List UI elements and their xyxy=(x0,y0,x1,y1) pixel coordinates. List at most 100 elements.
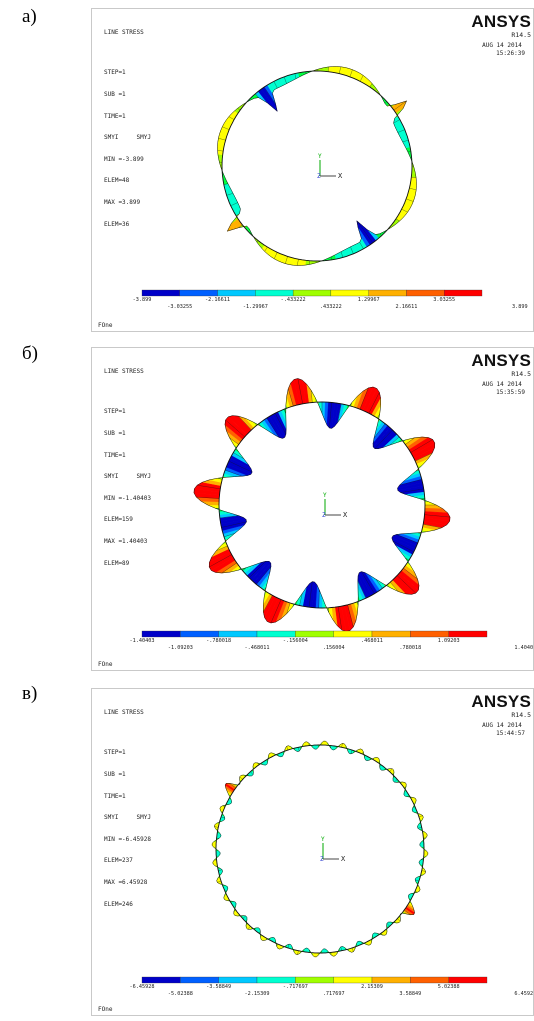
header-line: ELEM=246 xyxy=(104,900,133,908)
legend-tick-bottom: -1.09203 xyxy=(167,645,193,651)
y-axis-label: Y xyxy=(321,836,325,843)
date-text: AUG 14 2014 xyxy=(482,722,522,729)
header-line: MIN =-1.40403 xyxy=(104,494,151,502)
legend-tick-top: -2.16611 xyxy=(205,297,231,303)
segment-divider xyxy=(357,581,366,599)
segment-divider xyxy=(257,762,259,765)
segment-divider xyxy=(381,933,383,936)
segment-divider xyxy=(350,402,352,407)
legend-tick-top: -3.58849 xyxy=(206,984,232,990)
legend-tick-top: -1.40403 xyxy=(129,638,155,644)
segment-divider xyxy=(226,193,234,196)
version-label: R14.5 xyxy=(511,370,531,378)
header-line: LINE STRESS xyxy=(104,29,144,37)
legend-swatch xyxy=(371,976,411,984)
segment-divider xyxy=(390,582,399,592)
timestamp: AUG 14 2014 15:35:59 xyxy=(482,381,525,396)
header-line: STEP=1 xyxy=(104,69,126,77)
segment-divider xyxy=(397,129,405,133)
legend-swatch xyxy=(448,976,488,984)
segment-divider xyxy=(389,436,400,446)
x-axis-label: X xyxy=(338,172,343,180)
segment-divider xyxy=(249,231,252,234)
segment-divider xyxy=(396,575,416,594)
segment-divider xyxy=(389,227,391,229)
segment-divider xyxy=(328,66,329,72)
stress-diagram-c: Y X Z xyxy=(141,740,488,984)
legend-swatch xyxy=(256,976,296,984)
segment-divider xyxy=(197,485,221,490)
legend-tick-bottom: -3.03255 xyxy=(167,304,193,310)
segment-divider xyxy=(263,595,273,612)
segment-divider xyxy=(218,138,226,141)
segment-divider xyxy=(379,233,382,236)
segment-divider xyxy=(216,545,228,551)
segment-divider xyxy=(221,521,247,528)
legend-tick-top: 3.03255 xyxy=(433,297,456,303)
segment-divider xyxy=(233,910,236,912)
legend-swatch xyxy=(292,289,332,297)
legend-swatch xyxy=(371,630,411,638)
legend-tick-top: 1.29967 xyxy=(357,297,380,303)
segment-divider xyxy=(378,92,380,94)
legend-swatch xyxy=(444,289,483,297)
legend-tick-top: -.780018 xyxy=(206,638,232,644)
segment-divider xyxy=(329,402,332,428)
segment-divider xyxy=(218,869,223,871)
segment-divider xyxy=(399,479,422,486)
segment-divider xyxy=(242,567,247,571)
segment-divider xyxy=(396,534,418,544)
legend-tick-top: .468011 xyxy=(361,638,383,644)
header-line: SUB =1 xyxy=(104,430,126,437)
segment-divider xyxy=(404,910,411,915)
legend-tick-top: 1.09203 xyxy=(437,638,460,644)
legend-swatch xyxy=(180,976,219,984)
stress-envelope xyxy=(217,66,417,266)
panel-label-a: а) xyxy=(22,6,37,27)
segment-divider xyxy=(298,747,300,752)
segment-divider xyxy=(359,75,364,82)
segment-divider xyxy=(369,83,373,88)
segment-divider xyxy=(374,429,393,449)
segment-divider xyxy=(238,416,252,431)
segment-divider xyxy=(223,533,235,537)
segment-divider xyxy=(233,452,245,459)
panel-label-b: б) xyxy=(22,343,38,364)
segment-divider xyxy=(263,587,267,591)
segment-divider xyxy=(287,944,290,948)
axis-triad: Y X Z xyxy=(317,153,343,180)
segment-divider xyxy=(221,816,225,819)
segment-divider xyxy=(331,256,333,260)
legend-tick-bottom: -.468011 xyxy=(244,645,270,651)
segment-divider xyxy=(339,66,341,74)
segment-divider xyxy=(273,81,278,89)
segment-divider xyxy=(299,593,303,606)
legend-swatch xyxy=(141,630,181,638)
panel-label-c: в) xyxy=(22,683,38,704)
header-line: TIME=1 xyxy=(104,792,126,800)
color-legend-bar xyxy=(141,289,483,297)
segment-divider xyxy=(393,119,400,124)
legend-tick-top: 5.02388 xyxy=(437,984,460,990)
segment-divider xyxy=(294,73,297,79)
footer-label: FOne xyxy=(98,322,113,329)
stress-distribution xyxy=(211,740,429,958)
segment-divider xyxy=(239,776,243,780)
header-line: ELEM=237 xyxy=(104,857,133,865)
segment-divider xyxy=(288,388,294,407)
segment-divider xyxy=(264,246,268,252)
segment-divider xyxy=(394,779,398,783)
segment-divider xyxy=(337,403,342,423)
segment-divider xyxy=(285,256,288,264)
ring-outline xyxy=(218,401,426,609)
segment-divider xyxy=(229,783,236,788)
segment-divider xyxy=(401,208,408,213)
legend-swatch xyxy=(255,289,294,297)
segment-divider xyxy=(395,218,400,222)
footer-label: FOne xyxy=(98,661,113,668)
ansys-logo: ANSYS xyxy=(471,351,531,370)
segment-divider xyxy=(214,826,219,828)
header-line: TIME=1 xyxy=(104,112,126,120)
legend-tick-top: -6.45928 xyxy=(129,984,155,990)
header-line: STEP=1 xyxy=(104,408,126,416)
